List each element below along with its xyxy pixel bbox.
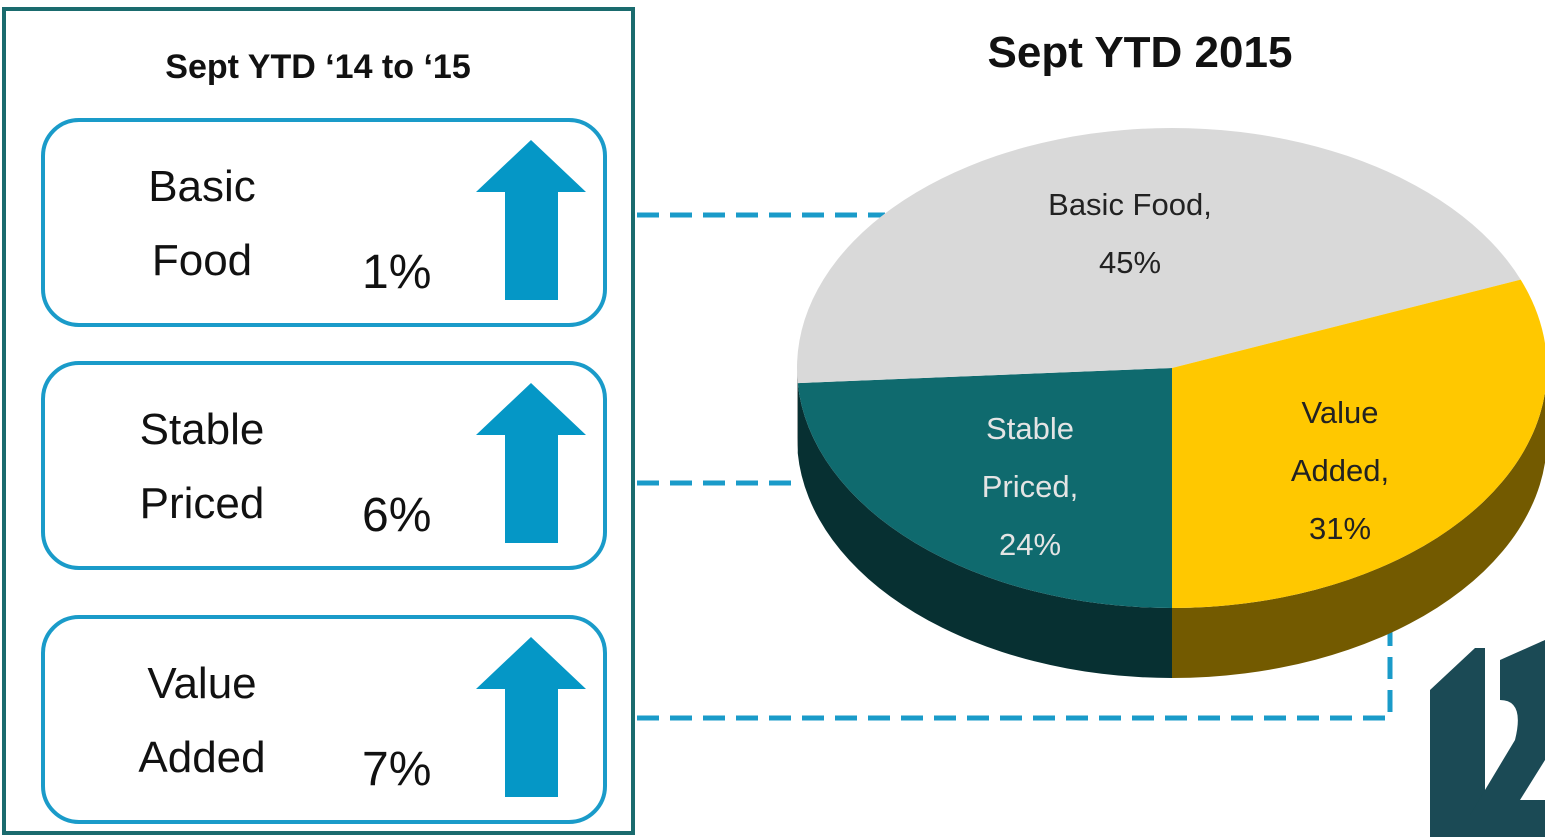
data-label: Value Added, 31% (1290, 395, 1390, 546)
panel-title: Sept YTD ‘14 to ‘15 (165, 48, 471, 86)
pie-slice (1172, 279, 1545, 608)
item-box (41, 615, 607, 824)
up-arrow (476, 637, 586, 797)
item-change: 6% (362, 489, 432, 542)
pie-side (797, 368, 798, 454)
item-change: 1% (362, 246, 432, 299)
logo-two (1470, 640, 1545, 837)
up-arrow (476, 140, 586, 300)
pie-side (1172, 392, 1545, 678)
logo (1430, 640, 1545, 837)
item-label: Stable Priced (139, 405, 265, 528)
pie (797, 128, 1545, 678)
chart-title: Sept YTD 2015 (987, 28, 1293, 77)
data-label: Stable Priced, 24% (981, 411, 1079, 562)
item-change: 7% (362, 743, 432, 796)
connector (637, 628, 1393, 721)
pie-sides (797, 368, 1545, 678)
logo-one (1430, 648, 1485, 837)
item-label: Basic Food (148, 162, 256, 285)
panel-border (2, 7, 635, 835)
up-arrow (476, 383, 586, 543)
item-box (41, 361, 607, 570)
pie-slice (797, 128, 1521, 384)
item-label: Value Added (138, 659, 266, 782)
connectors (637, 212, 1393, 721)
pie-slice (797, 368, 1172, 608)
pie-side (797, 383, 1172, 678)
item-box (41, 118, 607, 327)
data-label: Basic Food, 45% (1048, 187, 1212, 280)
